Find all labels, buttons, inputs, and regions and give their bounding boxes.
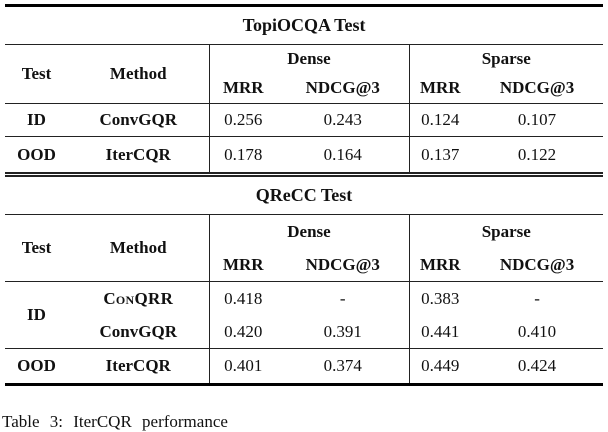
- cell-dense-mrr: 0.418: [208, 281, 277, 315]
- document-page: TopiOCQA Test Test Method Dense Sparse M…: [0, 4, 608, 432]
- table-row: ConvGQR 0.420 0.391 0.441 0.410: [5, 315, 604, 349]
- topiocqa-table: TopiOCQA Test Test Method Dense Sparse M…: [5, 4, 604, 177]
- cell-method-name: IterCQR: [68, 348, 209, 386]
- table-row: ID ConQRR 0.418 - 0.383 -: [5, 281, 603, 349]
- col-header-dense-ndcg3: NDCG@3: [277, 248, 409, 282]
- cell-method-name: ConvGQR: [68, 103, 209, 137]
- col-header-test: Test: [5, 214, 68, 282]
- cell-method-name: IterCQR: [68, 136, 209, 177]
- cell-test-label: OOD: [5, 136, 68, 177]
- cell-dense-mrr: 0.178: [208, 136, 277, 177]
- table-title: TopiOCQA Test: [5, 5, 604, 45]
- col-header-dense-ndcg3: NDCG@3: [277, 73, 409, 104]
- col-group-dense: Dense: [208, 214, 409, 248]
- col-group-sparse: Sparse: [408, 214, 604, 248]
- header-row-metrics: MRR NDCG@3 MRR NDCG@3: [5, 248, 604, 282]
- cell-method-name: ConQRR: [103, 288, 174, 308]
- cell-sparse-ndcg3: 0.424: [471, 348, 604, 386]
- cell-sparse-ndcg3: 0.410: [471, 315, 604, 349]
- table-title-row: QReCC Test: [5, 177, 604, 215]
- col-header-method: Method: [68, 214, 209, 282]
- cell-dense-ndcg3: 0.391: [277, 315, 409, 349]
- table-row: ID ConvGQR 0.256 0.243 0.124 0.107: [5, 103, 604, 137]
- cell-method-name: ConvGQR: [68, 315, 209, 349]
- cell-dense-ndcg3: -: [339, 288, 346, 308]
- qrecc-table: QReCC Test Test Method Dense Sparse MRR …: [5, 177, 604, 386]
- cell-dense-mrr: 0.420: [208, 315, 277, 349]
- cell-dense-ndcg3: 0.243: [277, 103, 409, 137]
- cell-sparse-mrr: 0.383: [408, 281, 471, 315]
- cell-sparse-ndcg3: -: [534, 288, 540, 308]
- cell-dense-mrr: 0.256: [208, 103, 277, 137]
- col-header-sparse-mrr: MRR: [408, 73, 471, 104]
- col-header-sparse-mrr: MRR: [408, 248, 471, 282]
- header-row-metrics: MRR NDCG@3 MRR NDCG@3: [5, 73, 604, 104]
- cell-test-label: OOD: [5, 348, 68, 386]
- table-caption: Table 3: IterCQR performance: [2, 412, 228, 431]
- cell-test-label: ID: [5, 281, 68, 349]
- col-header-dense-mrr: MRR: [208, 73, 277, 104]
- cell-sparse-mrr: 0.137: [408, 136, 471, 177]
- cell-sparse-mrr: 0.441: [408, 315, 471, 349]
- cell-sparse-ndcg3: 0.107: [471, 103, 604, 137]
- col-header-dense-mrr: MRR: [208, 248, 277, 282]
- header-row-groups: Test Method Dense Sparse: [5, 214, 604, 282]
- col-header-sparse-ndcg3: NDCG@3: [471, 73, 604, 104]
- col-header-method: Method: [68, 44, 209, 104]
- cell-sparse-mrr: 0.124: [408, 103, 471, 137]
- cell-test-label: ID: [5, 103, 68, 137]
- col-group-sparse: Sparse: [408, 44, 604, 73]
- cell-dense-mrr: 0.401: [208, 348, 277, 386]
- table-row: OOD IterCQR 0.401 0.374 0.449 0.424: [5, 348, 604, 386]
- header-row-groups: Test Method Dense Sparse: [5, 44, 604, 104]
- cell-dense-ndcg3: 0.374: [277, 348, 409, 386]
- table-title-row: TopiOCQA Test: [5, 5, 604, 45]
- col-group-dense: Dense: [208, 44, 409, 73]
- col-header-sparse-ndcg3: NDCG@3: [471, 248, 604, 282]
- cell-dense-ndcg3: 0.164: [277, 136, 409, 177]
- table-row: OOD IterCQR 0.178 0.164 0.137 0.122: [5, 136, 604, 177]
- cell-sparse-ndcg3: 0.122: [471, 136, 604, 177]
- table-title: QReCC Test: [5, 177, 604, 215]
- col-header-test: Test: [5, 44, 68, 104]
- cell-sparse-mrr: 0.449: [408, 348, 471, 386]
